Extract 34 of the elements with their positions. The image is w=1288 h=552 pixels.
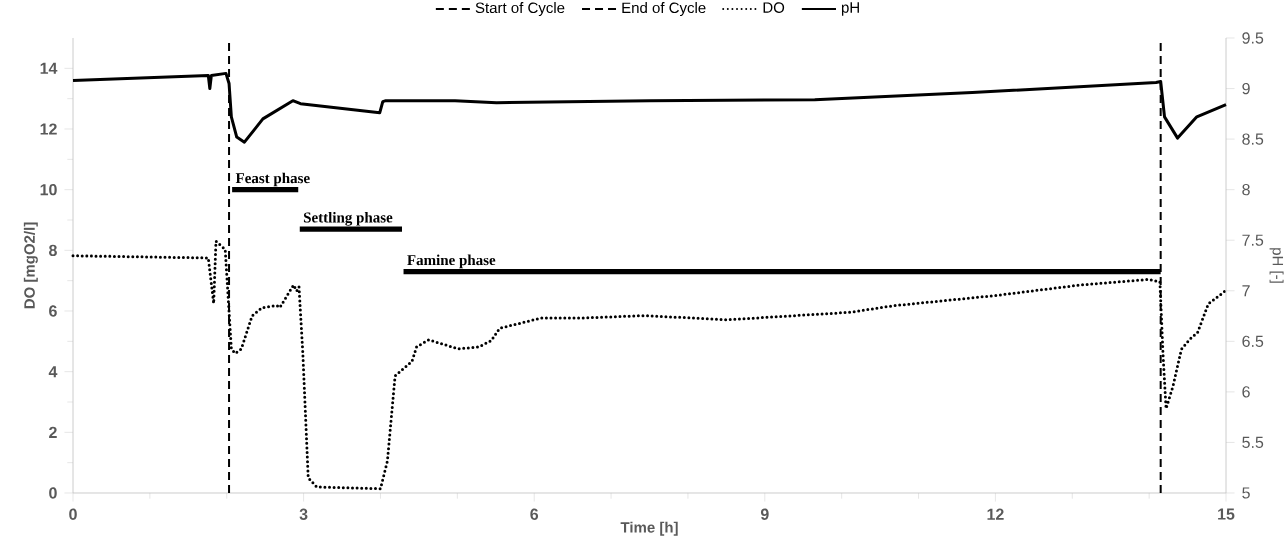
y2-tick-label: 5.5 <box>1242 436 1264 449</box>
y-tick-label: 4 <box>48 366 58 378</box>
x-tick-label: 0 <box>69 508 77 520</box>
y-tick-label: 12 <box>40 123 57 135</box>
x-tick-label: 3 <box>299 508 308 520</box>
x-axis-title: Time [h] <box>620 521 678 536</box>
y-tick-label: 0 <box>49 487 57 499</box>
legend-label: Start of Cycle <box>475 2 565 17</box>
annotation: Feast phase <box>235 172 310 187</box>
legend-label: End of Cycle <box>622 2 706 17</box>
y-tick-label: 10 <box>40 184 57 196</box>
x-tick-label: 12 <box>987 508 1004 520</box>
y2-tick-label: 7 <box>1242 285 1250 297</box>
y2-tick-label: 8 <box>1242 184 1250 196</box>
y2-tick-label: 6 <box>1242 386 1250 398</box>
y-tick-label: 2 <box>49 426 57 438</box>
y-tick-label: 6 <box>49 305 57 317</box>
y2-tick-label: 5 <box>1242 487 1250 499</box>
y2-tick-label: 7.5 <box>1242 234 1264 246</box>
legend-label: pH <box>841 2 859 16</box>
y2-tick-label: 9 <box>1242 82 1250 95</box>
y2-tick-label: 8.5 <box>1242 133 1264 145</box>
x-tick-label: 9 <box>760 508 769 520</box>
annotation: Famine phase <box>407 254 496 269</box>
y-tick-label: 8 <box>49 244 57 256</box>
y2-tick-label: 6.5 <box>1242 335 1264 347</box>
y-axis-title: DO [mgO2/l] <box>23 222 38 309</box>
x-tick-label: 6 <box>530 508 539 520</box>
y2-tick-label: 9.5 <box>1242 32 1264 44</box>
x-tick-label: 15 <box>1218 508 1235 520</box>
y2-axis-title: pH [-] <box>1269 248 1284 283</box>
y-tick-label: 14 <box>40 62 58 74</box>
annotation: Settling phase <box>303 211 393 226</box>
legend-label: DO <box>763 2 785 13</box>
